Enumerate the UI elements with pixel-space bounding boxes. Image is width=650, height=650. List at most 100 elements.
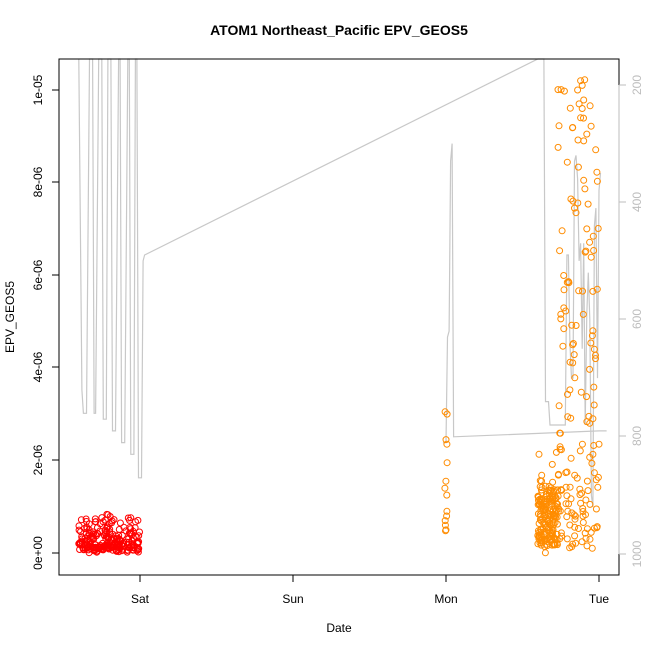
data-point	[578, 105, 586, 112]
data-point	[587, 339, 595, 347]
data-point	[563, 468, 571, 476]
y2-tick-label: 800	[630, 426, 644, 446]
data-point	[583, 477, 591, 485]
data-point	[104, 511, 112, 519]
y-tick-label: 6e-06	[31, 259, 45, 290]
data-point	[535, 500, 543, 508]
data-point	[586, 453, 594, 461]
data-point	[549, 526, 557, 534]
data-point	[118, 541, 126, 549]
data-point	[557, 486, 565, 494]
data-point	[565, 500, 573, 508]
data-point	[567, 454, 575, 462]
x-tick-label: Tue	[589, 592, 610, 606]
pressure-line-segment	[78, 58, 602, 508]
data-point	[578, 440, 586, 448]
data-point	[564, 507, 572, 515]
data-point	[575, 287, 583, 295]
data-point	[555, 122, 563, 130]
data-point	[595, 440, 603, 448]
data-point	[136, 528, 143, 536]
data-point	[560, 304, 568, 312]
data-point	[566, 358, 574, 366]
data-point	[560, 325, 568, 333]
y2-tick-label: 200	[630, 75, 644, 95]
data-point	[577, 77, 585, 85]
data-point	[594, 225, 602, 232]
data-point	[101, 542, 109, 550]
data-point	[441, 517, 449, 525]
data-point	[545, 482, 553, 490]
data-point	[576, 485, 584, 493]
data-point	[556, 445, 564, 453]
data-point	[96, 543, 104, 551]
data-point	[575, 525, 582, 532]
y-tick-label: 2e-06	[31, 444, 45, 475]
data-point	[590, 469, 598, 477]
data-point	[562, 500, 570, 508]
data-point	[589, 415, 597, 423]
data-point	[537, 513, 545, 521]
data-point	[567, 414, 575, 422]
data-point	[556, 247, 564, 255]
data-point	[563, 492, 571, 500]
data-point	[593, 168, 601, 176]
data-point	[537, 486, 545, 494]
data-point	[555, 505, 563, 513]
data-point	[553, 520, 561, 528]
data-point	[134, 546, 142, 554]
data-point	[84, 532, 92, 540]
data-point	[583, 130, 591, 138]
data-point	[76, 539, 83, 547]
data-point	[574, 86, 582, 94]
data-point	[550, 515, 558, 523]
pressure-series	[78, 58, 607, 508]
data-point	[130, 544, 138, 551]
data-point	[85, 520, 93, 528]
data-point	[443, 440, 451, 448]
y2-axis-ticks: 200 400 600 800 1000	[619, 75, 644, 567]
data-point	[104, 534, 112, 542]
data-point	[583, 525, 591, 533]
data-point	[550, 533, 558, 541]
y-tick-label: 1e-05	[31, 74, 45, 105]
data-point	[559, 342, 567, 350]
data-point	[577, 499, 585, 507]
data-point	[589, 287, 597, 295]
data-point	[589, 232, 597, 240]
data-point	[571, 471, 579, 479]
data-point	[565, 279, 573, 287]
data-point	[127, 514, 135, 522]
y-tick-label: 4e-06	[31, 351, 45, 382]
data-point	[571, 532, 579, 540]
data-point	[108, 536, 116, 544]
data-point	[128, 530, 136, 538]
data-point	[579, 287, 586, 295]
data-point	[441, 484, 449, 492]
data-point	[103, 523, 111, 531]
data-point	[592, 146, 600, 154]
data-point	[554, 486, 562, 494]
data-point	[583, 225, 591, 233]
y-tick-label: 0e+00	[31, 536, 45, 570]
data-point	[566, 104, 574, 112]
data-point	[594, 483, 602, 491]
data-point	[576, 447, 584, 455]
data-point	[554, 471, 562, 479]
data-point	[560, 87, 568, 95]
data-point	[442, 436, 450, 444]
data-point	[543, 495, 551, 503]
data-point	[578, 81, 586, 89]
data-point	[589, 327, 597, 335]
data-point	[594, 473, 602, 481]
data-point	[124, 514, 132, 522]
data-point	[583, 418, 591, 426]
data-point	[583, 393, 590, 401]
y-tick-label: 8e-06	[31, 166, 45, 197]
data-point	[535, 497, 543, 505]
data-point	[89, 528, 97, 536]
y2-tick-label: 1000	[630, 540, 644, 567]
data-point	[557, 86, 565, 94]
data-point	[558, 227, 566, 235]
data-point	[587, 528, 595, 536]
